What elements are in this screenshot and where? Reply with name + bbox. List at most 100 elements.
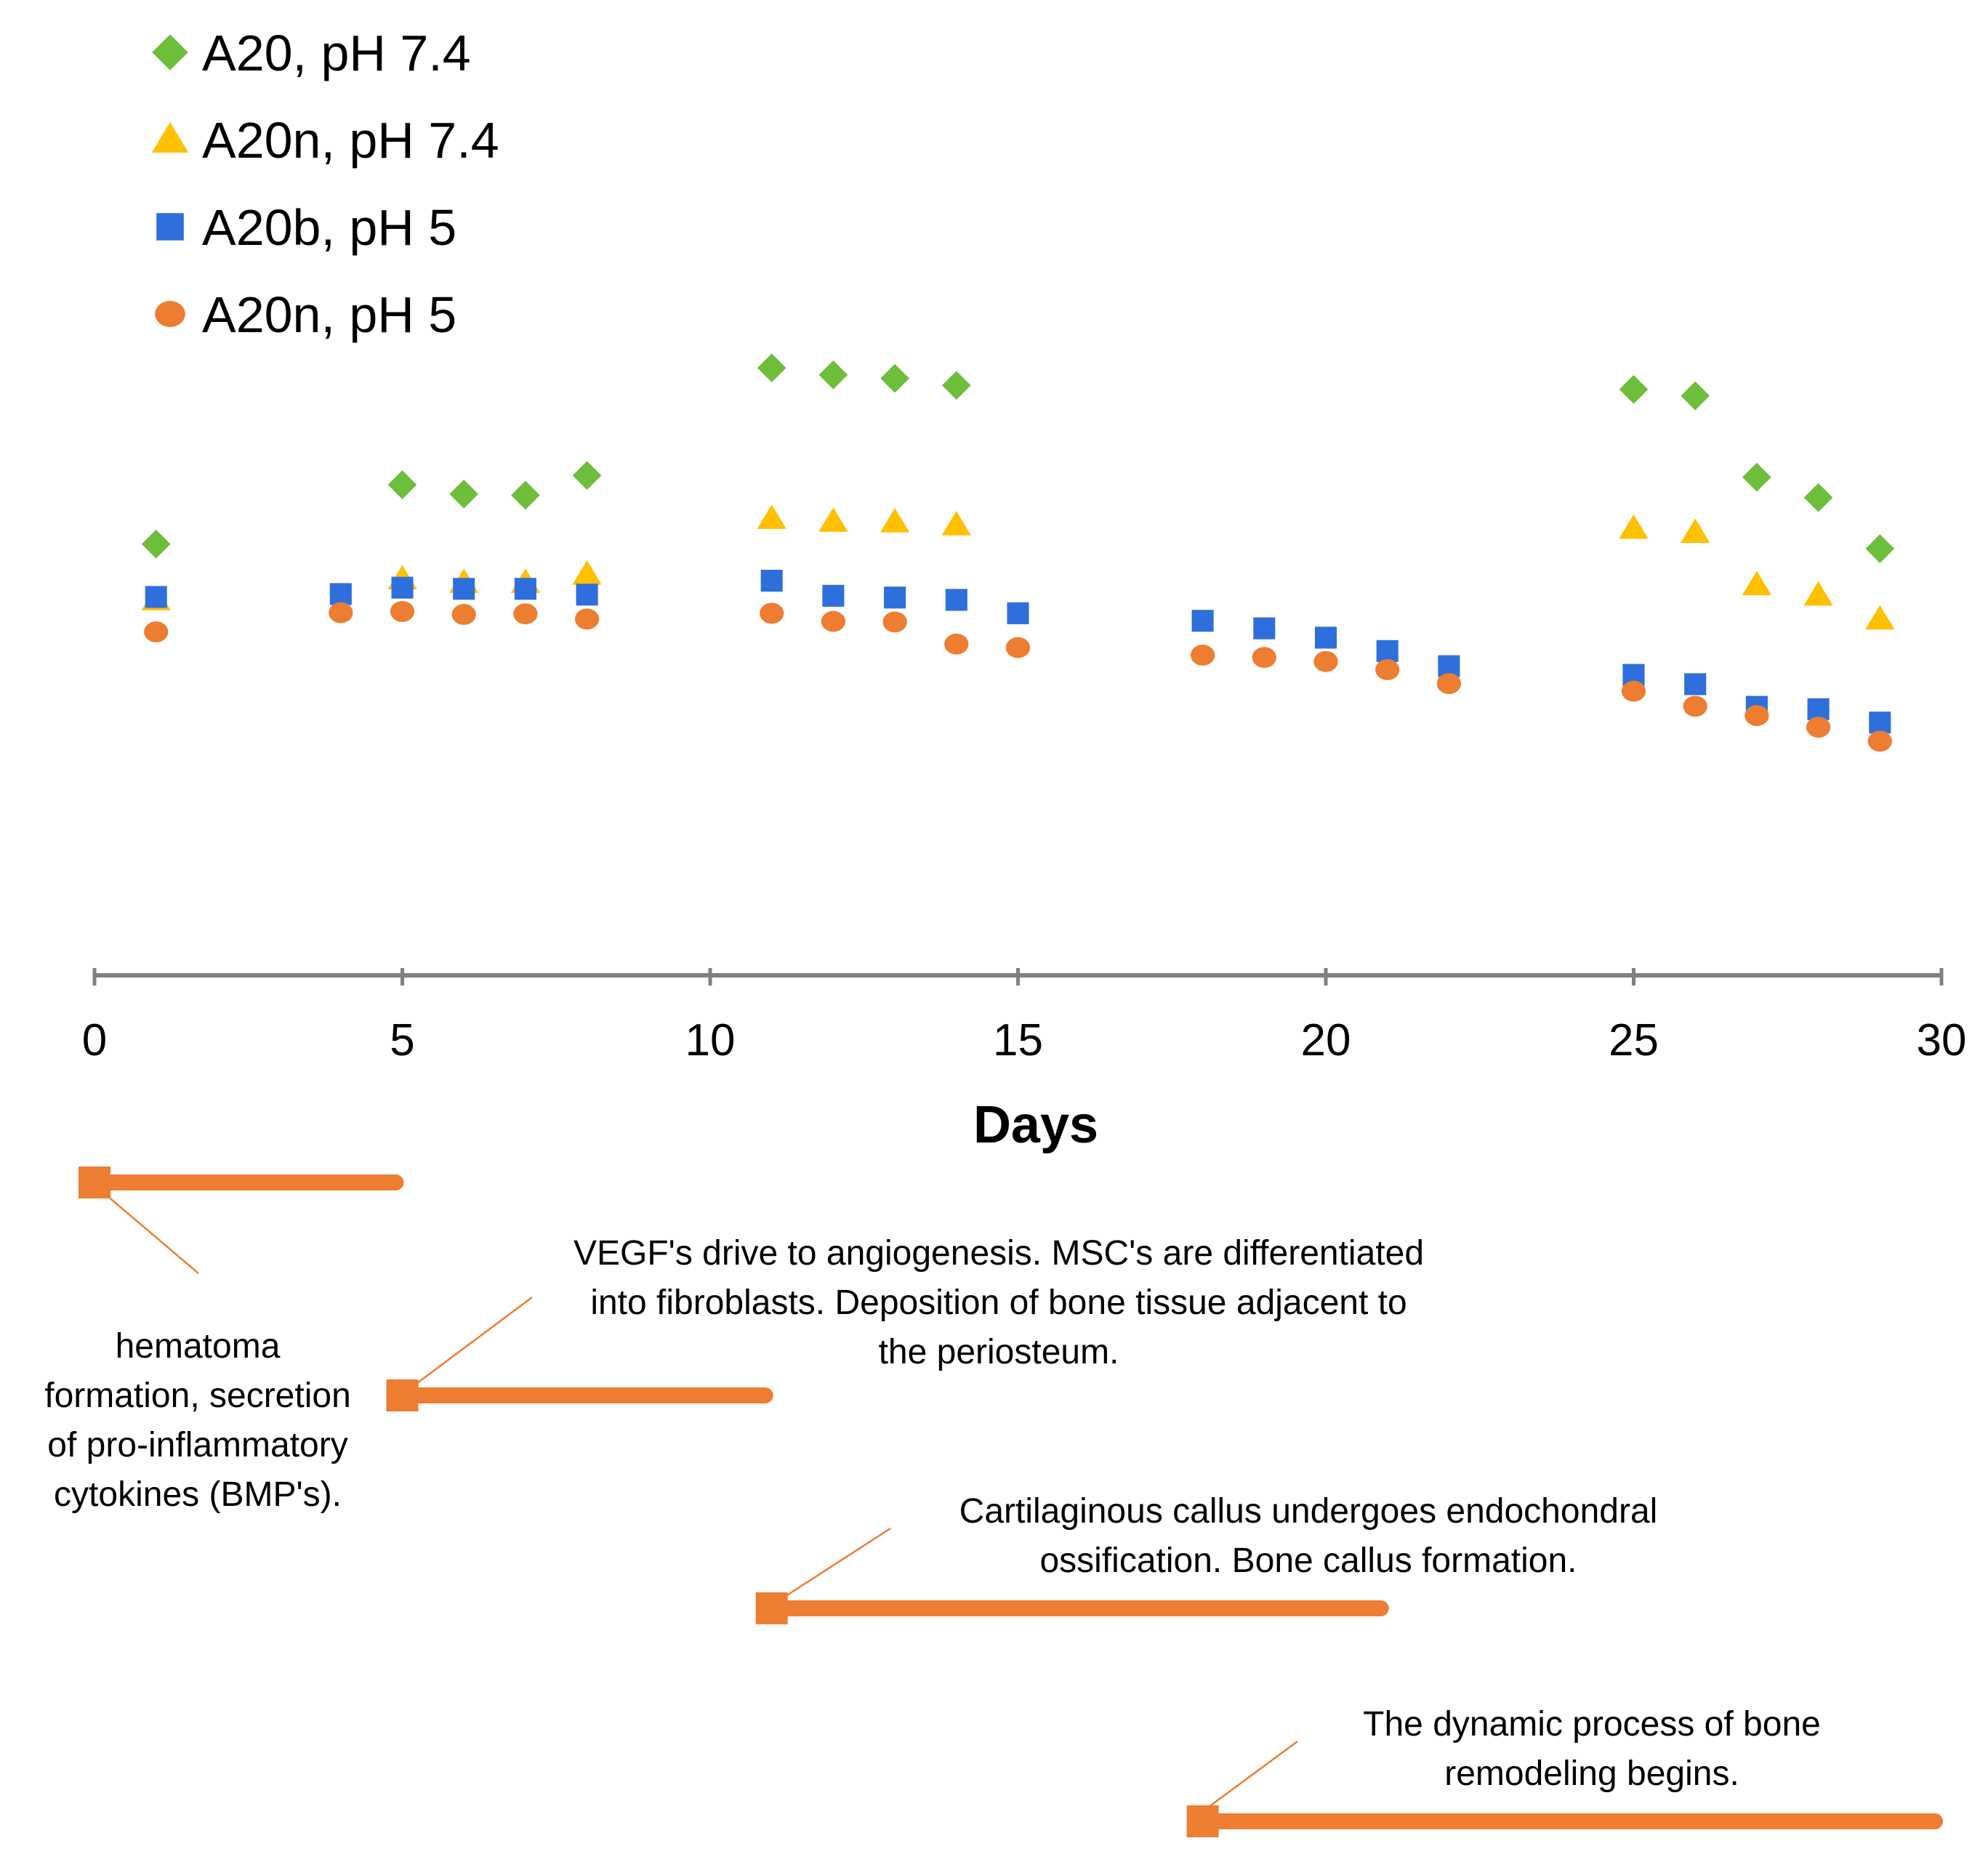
timeline-start-marker xyxy=(755,1592,788,1624)
callout-line xyxy=(414,1296,533,1387)
data-point xyxy=(514,578,536,600)
data-point xyxy=(1253,617,1276,640)
data-point xyxy=(1191,610,1214,632)
data-point xyxy=(1681,381,1710,411)
data-point xyxy=(574,608,600,630)
x-tick-label: 10 xyxy=(685,1015,736,1065)
data-point xyxy=(1742,462,1771,492)
callout-line xyxy=(106,1195,199,1274)
data-point xyxy=(1375,659,1400,680)
timeline-label-line: Cartilaginous callus undergoes endochond… xyxy=(959,1492,1658,1531)
data-point xyxy=(757,504,786,529)
data-point xyxy=(1867,730,1892,752)
data-point xyxy=(818,360,848,390)
x-tick-label: 25 xyxy=(1609,1015,1659,1065)
data-point xyxy=(1865,534,1895,563)
data-point xyxy=(884,587,906,609)
data-point xyxy=(1865,605,1895,630)
legend-marker xyxy=(155,301,185,327)
series-4 xyxy=(144,601,1892,752)
series-1 xyxy=(141,353,1895,563)
data-point xyxy=(572,461,602,491)
callout-line xyxy=(783,1527,891,1599)
legend-marker xyxy=(151,122,189,153)
plot-points xyxy=(141,353,1895,752)
timeline-label-line: the periosteum. xyxy=(879,1333,1119,1371)
data-point xyxy=(1190,645,1215,666)
data-point xyxy=(1684,673,1707,696)
legend-label: A20n, pH 5 xyxy=(202,286,456,343)
timeline-label-line: VEGF's drive to angiogenesis. MSC's are … xyxy=(574,1234,1424,1273)
data-point xyxy=(329,583,352,605)
data-point xyxy=(822,584,845,607)
timeline-start-marker xyxy=(1186,1805,1219,1837)
timeline-label-line: ossification. Bone callus formation. xyxy=(1039,1541,1577,1580)
timeline-label-line: hematoma xyxy=(116,1327,281,1366)
data-point xyxy=(1744,705,1769,726)
data-point xyxy=(818,507,848,532)
data-point xyxy=(1436,673,1462,694)
timeline-label-line: formation, secretion xyxy=(44,1377,351,1415)
timeline-label-line: cytokines (BMP's). xyxy=(54,1475,342,1514)
timeline: hematoma formation, secretion of pro-infla… xyxy=(44,1166,1943,1837)
data-point xyxy=(1007,602,1029,624)
data-point xyxy=(944,633,969,655)
data-point xyxy=(1807,698,1830,720)
data-point xyxy=(1742,571,1772,595)
x-tick-label: 5 xyxy=(390,1015,414,1065)
x-ticks: 0 5 10 15 20 25 30 xyxy=(82,968,1967,1065)
data-point xyxy=(1621,680,1646,702)
data-point xyxy=(453,578,475,600)
data-point xyxy=(576,584,598,606)
timeline-phase-2: VEGF's drive to angiogenesis. MSC's are … xyxy=(386,1234,1424,1411)
legend: A20, pH 7.4 A20n, pH 7.4 A20b, pH 5 A20n, p… xyxy=(151,25,499,343)
data-point xyxy=(390,601,415,622)
data-point xyxy=(821,610,846,632)
data-point xyxy=(1681,518,1710,543)
data-point xyxy=(1314,626,1337,649)
data-point xyxy=(1803,581,1833,606)
data-point xyxy=(1806,717,1831,738)
data-point xyxy=(141,529,171,559)
x-tick-label: 30 xyxy=(1917,1015,1967,1065)
data-point xyxy=(941,371,971,400)
data-point xyxy=(760,569,783,592)
callout-line xyxy=(1202,1740,1298,1813)
timeline-label-line: of pro-inflammatory xyxy=(47,1426,347,1464)
data-point xyxy=(1803,483,1833,512)
timeline-label-line: The dynamic process of bone xyxy=(1363,1705,1821,1744)
data-point xyxy=(1252,647,1276,668)
data-point xyxy=(1313,650,1338,672)
x-tick-label: 0 xyxy=(82,1015,107,1065)
data-point xyxy=(880,508,910,533)
legend-label: A20, pH 7.4 xyxy=(202,25,471,81)
timeline-start-marker xyxy=(386,1379,419,1411)
data-point xyxy=(511,480,540,510)
legend-label: A20n, pH 7.4 xyxy=(202,112,499,169)
data-point xyxy=(1619,374,1649,404)
data-point xyxy=(145,586,167,608)
legend-label: A20b, pH 5 xyxy=(202,199,456,256)
data-point xyxy=(945,589,967,611)
timeline-start-marker xyxy=(79,1166,110,1198)
data-point xyxy=(941,511,971,536)
data-point xyxy=(387,470,417,499)
data-point xyxy=(329,602,353,624)
timeline-phase-4: The dynamic process of bone remodeling be… xyxy=(1186,1705,1943,1837)
timeline-phase-3: Cartilaginous callus undergoes endochond… xyxy=(755,1492,1658,1624)
data-point xyxy=(1005,637,1031,658)
data-point xyxy=(880,363,909,393)
x-tick-label: 20 xyxy=(1301,1015,1351,1065)
x-tick-label: 15 xyxy=(993,1015,1043,1065)
data-point xyxy=(513,603,538,624)
legend-marker xyxy=(152,34,188,70)
data-point xyxy=(1619,514,1649,539)
data-point xyxy=(1683,696,1707,717)
data-point xyxy=(449,479,479,509)
data-point xyxy=(572,560,602,585)
data-point xyxy=(1376,640,1399,662)
data-point xyxy=(391,576,414,599)
x-axis-title: Days xyxy=(973,1096,1098,1154)
timeline-label-line: remodeling begins. xyxy=(1444,1754,1739,1793)
